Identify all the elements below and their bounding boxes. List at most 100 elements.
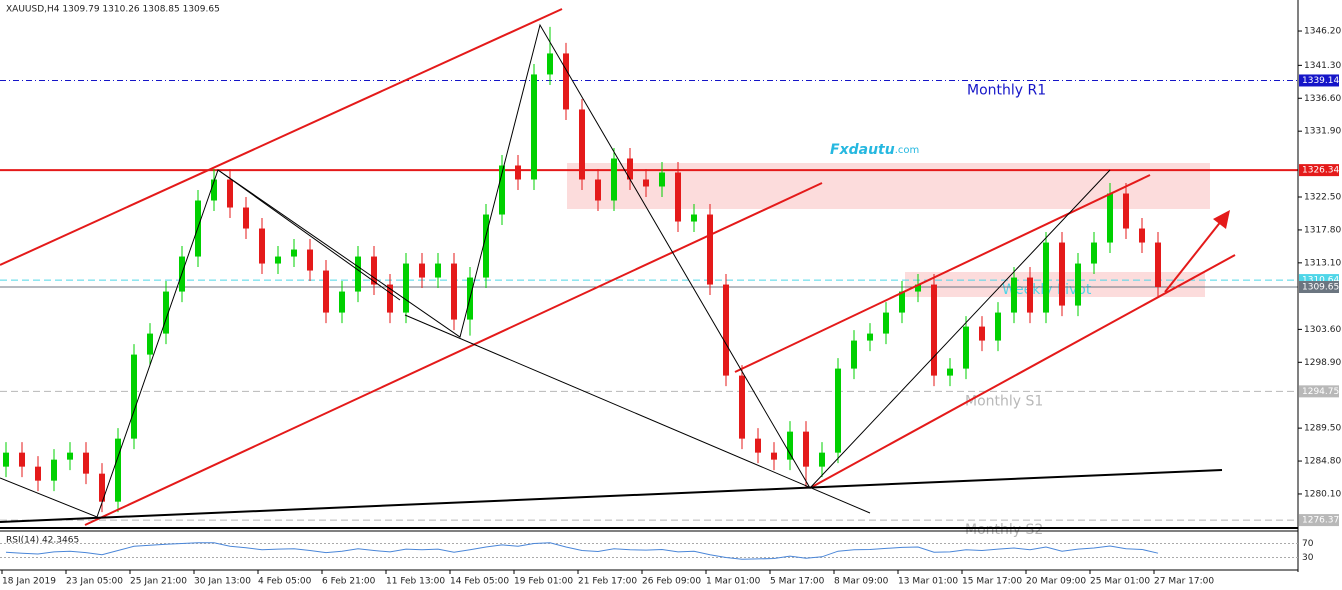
candle-body: [163, 291, 169, 334]
candle-body: [51, 459, 57, 481]
candle-body: [243, 207, 249, 229]
candle-body: [483, 214, 489, 278]
candle-body: [787, 431, 793, 460]
rsi-panel: RSI(14) 42.3465 30 70: [0, 536, 1314, 563]
x-tick-label: 11 Feb 13:00: [386, 577, 445, 587]
rsi-tick-label: 30: [1302, 553, 1314, 563]
x-tick-label: 6 Feb 21:00: [322, 577, 376, 587]
price-label: 1276.37: [1302, 516, 1339, 526]
candle-body: [1075, 263, 1081, 306]
x-tick-label: 13 Mar 01:00: [898, 577, 958, 587]
price-label: 1294.75: [1302, 387, 1339, 397]
candle-body: [307, 249, 313, 271]
candle-body: [99, 473, 105, 502]
price-box: [1299, 74, 1339, 87]
x-tick-label: 30 Jan 13:00: [194, 577, 251, 587]
candle-body: [403, 263, 409, 313]
candle-body: [883, 312, 889, 334]
y-tick-label: 1331.90: [1304, 127, 1341, 137]
candle-body: [659, 172, 665, 187]
candle-body: [1123, 193, 1129, 229]
brand: Fxdautu.com: [830, 142, 919, 158]
channel-line: [0, 8, 563, 266]
y-tick-label: 1289.50: [1304, 424, 1341, 434]
y-tick-label: 1346.20: [1304, 27, 1341, 37]
brand-name: Fxdautu: [830, 142, 895, 158]
x-tick-label: 14 Feb 05:00: [450, 577, 509, 587]
candle-body: [339, 291, 345, 313]
candle-body: [3, 452, 9, 467]
candle-body: [771, 452, 777, 460]
candle-body: [291, 249, 297, 257]
x-tick-label: 25 Mar 01:00: [1090, 577, 1150, 587]
price-box: [1299, 164, 1339, 177]
candle-body: [691, 214, 697, 222]
x-tick-label: 25 Jan 21:00: [130, 577, 187, 587]
x-tick-label: 1 Mar 01:00: [706, 577, 761, 587]
candle-body: [259, 228, 265, 264]
price-label: 1339.14: [1302, 76, 1339, 86]
channel-line: [734, 174, 1151, 373]
candle-body: [67, 452, 73, 460]
trendline: [217, 169, 401, 301]
chart-title: XAUUSD,H4 1309.79 1310.26 1308.85 1309.6…: [6, 5, 220, 15]
x-tick-label: 27 Mar 17:00: [1154, 577, 1214, 587]
candle-body: [419, 263, 425, 278]
candle-body: [595, 179, 601, 201]
x-tick-label: 26 Feb 09:00: [642, 577, 701, 587]
candle-body: [947, 368, 953, 376]
y-tick-label: 1317.80: [1304, 225, 1341, 235]
x-tick-label: 15 Mar 17:00: [962, 577, 1022, 587]
candle-body: [675, 172, 681, 222]
candle-body: [1027, 277, 1033, 313]
trendlines: [0, 8, 1236, 526]
candle-body: [755, 438, 761, 453]
candle-body: [819, 452, 825, 467]
trendline: [0, 469, 1223, 523]
x-tick-label: 21 Feb 17:00: [578, 577, 637, 587]
rsi-title: RSI(14) 42.3465: [6, 536, 79, 546]
candle-body: [1043, 242, 1049, 313]
candle-body: [323, 270, 329, 313]
candle-body: [83, 452, 89, 474]
candle-body: [739, 375, 745, 439]
candle-body: [1059, 242, 1065, 306]
candle-body: [707, 214, 713, 285]
candle-body: [115, 438, 121, 502]
candle-body: [851, 340, 857, 369]
x-tick-label: 5 Mar 17:00: [770, 577, 825, 587]
price-box: [1299, 385, 1339, 398]
candle-body: [995, 312, 1001, 341]
level-name: Monthly S1: [965, 393, 1043, 409]
rsi-tick-label: 70: [1302, 539, 1314, 549]
candle-body: [499, 165, 505, 215]
arrow: [1164, 219, 1223, 293]
candles: [3, 26, 1161, 513]
price-label: 1310.64: [1302, 276, 1339, 286]
y-tick-label: 1298.90: [1304, 358, 1341, 368]
candle-body: [979, 326, 985, 341]
x-tick-label: 20 Mar 09:00: [1026, 577, 1086, 587]
candle-body: [915, 284, 921, 292]
y-tick-label: 1341.30: [1304, 61, 1341, 71]
brand-suffix: .com: [895, 145, 920, 156]
x-tick-label: 8 Mar 09:00: [834, 577, 889, 587]
level-name: Monthly S2: [965, 522, 1043, 538]
arrow-head: [1213, 210, 1230, 229]
y-tick-label: 1313.10: [1304, 258, 1341, 268]
candle-body: [931, 284, 937, 376]
x-tick-label: 23 Jan 05:00: [66, 577, 123, 587]
candle-body: [563, 53, 569, 110]
candle-body: [723, 284, 729, 376]
candle-body: [643, 179, 649, 187]
candle-body: [1011, 277, 1017, 313]
candle-body: [627, 158, 633, 180]
x-tick-label: 4 Feb 05:00: [258, 577, 312, 587]
candle-body: [1107, 193, 1113, 243]
price-label: 1309.65: [1302, 283, 1339, 293]
candle-body: [579, 109, 585, 180]
x-tick-label: 19 Feb 01:00: [514, 577, 573, 587]
candle-body: [371, 256, 377, 285]
